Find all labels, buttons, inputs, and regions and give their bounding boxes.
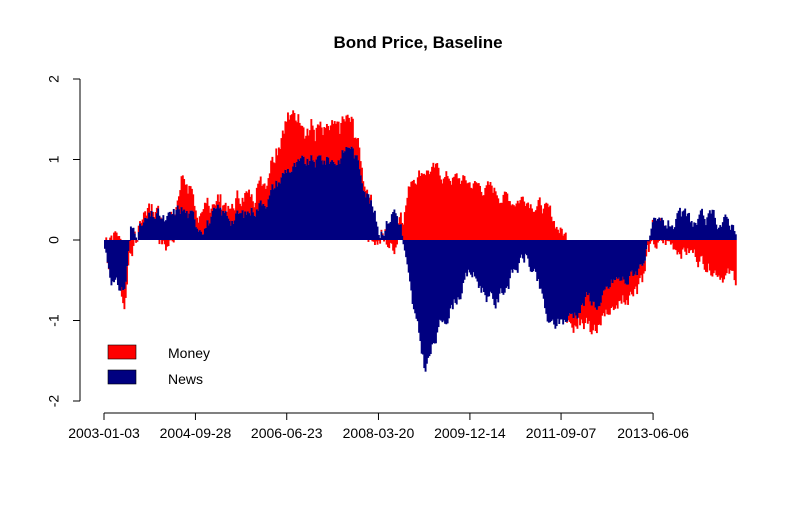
x-tick-label: 2008-03-20 bbox=[343, 425, 415, 441]
x-tick-label: 2004-09-28 bbox=[160, 425, 232, 441]
money-bar bbox=[658, 240, 660, 241]
x-tick-label: 2006-06-23 bbox=[251, 425, 323, 441]
money-bar bbox=[151, 204, 153, 211]
chart-title: Bond Price, Baseline bbox=[333, 33, 502, 52]
money-bar bbox=[159, 240, 161, 244]
money-bar bbox=[110, 236, 112, 240]
money-bar bbox=[576, 319, 578, 329]
news-bar bbox=[735, 234, 737, 240]
money-bar bbox=[650, 240, 652, 241]
money-bar bbox=[565, 233, 567, 240]
x-axis: 2003-01-03 2004-09-28 2006-06-23 2008-03-20… bbox=[68, 413, 689, 441]
x-tick-label: 2011-09-07 bbox=[526, 425, 597, 441]
money-bar bbox=[225, 203, 227, 211]
x-tick-label: 2009-12-14 bbox=[434, 425, 506, 441]
legend-money-swatch bbox=[108, 345, 136, 359]
money-bar bbox=[379, 240, 381, 244]
legend-money-label: Money bbox=[168, 345, 210, 361]
news-bar bbox=[648, 240, 650, 241]
money-bar bbox=[136, 240, 138, 242]
news-bar bbox=[135, 238, 137, 240]
y-tick-label: -1 bbox=[46, 314, 62, 327]
news-bar bbox=[129, 240, 131, 241]
x-tick-label: 2003-01-03 bbox=[68, 425, 140, 441]
money-bar bbox=[168, 240, 170, 246]
money-bar bbox=[383, 240, 385, 242]
news-bar bbox=[127, 240, 129, 251]
money-bar bbox=[157, 206, 159, 209]
news-bar bbox=[645, 240, 647, 249]
legend: Money News bbox=[108, 345, 210, 387]
money-bar bbox=[662, 240, 664, 243]
y-axis: -2 -1 0 1 2 bbox=[46, 75, 80, 407]
money-bar bbox=[366, 190, 368, 194]
x-tick-label: 2013-06-06 bbox=[617, 425, 689, 441]
y-tick-label: 0 bbox=[46, 236, 62, 244]
money-bar bbox=[380, 230, 382, 232]
news-bar bbox=[401, 236, 403, 240]
money-bar bbox=[173, 240, 175, 242]
money-bar bbox=[400, 212, 402, 224]
y-tick-label: 1 bbox=[46, 155, 62, 163]
y-tick-label: 2 bbox=[46, 75, 62, 83]
money-bar bbox=[735, 240, 737, 285]
money-bar bbox=[368, 240, 370, 242]
money-bar bbox=[133, 240, 135, 246]
money-bar bbox=[396, 240, 398, 244]
money-bar bbox=[105, 237, 107, 240]
money-bar bbox=[370, 195, 372, 200]
legend-news-label: News bbox=[168, 371, 203, 387]
legend-news-swatch bbox=[108, 370, 136, 384]
y-tick-label: -2 bbox=[46, 395, 62, 408]
money-bar bbox=[120, 239, 122, 240]
money-bar bbox=[220, 194, 222, 207]
